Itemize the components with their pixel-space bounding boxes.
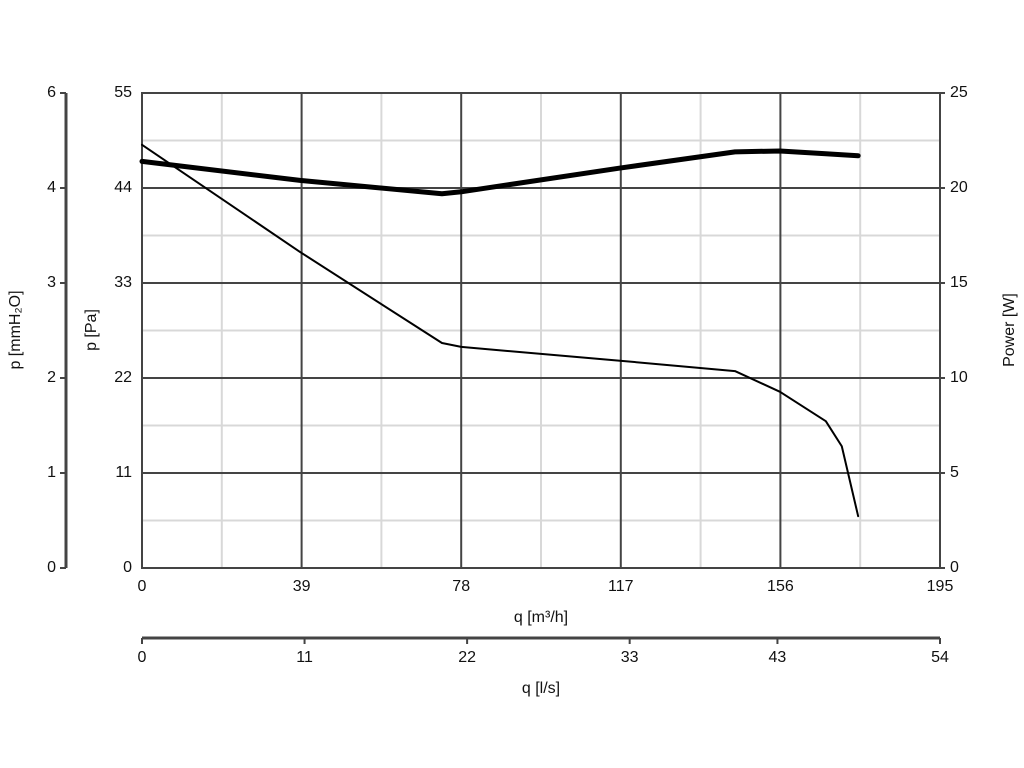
x-tick-label: 78 bbox=[452, 578, 470, 595]
x2-tick-label: 22 bbox=[458, 649, 476, 666]
x2-axis-label: q [l/s] bbox=[522, 680, 560, 697]
y2-tick-label: 25 bbox=[950, 84, 968, 101]
x-tick-label: 0 bbox=[138, 578, 147, 595]
y-tick-label: 55 bbox=[114, 84, 132, 101]
x2-tick-label: 11 bbox=[296, 649, 313, 666]
y3-axis-label: p [mmH₂O] bbox=[7, 290, 24, 369]
y2-tick-label: 5 bbox=[950, 464, 959, 481]
y2-tick-label: 15 bbox=[950, 274, 968, 291]
x-axis-label: q [m³/h] bbox=[514, 609, 568, 626]
x-tick-label: 156 bbox=[767, 578, 794, 595]
y2-tick-label: 10 bbox=[950, 369, 968, 386]
y3-tick-label: 1 bbox=[47, 464, 56, 481]
y-tick-label: 0 bbox=[123, 559, 132, 576]
y3-tick-label: 2 bbox=[47, 369, 56, 386]
series-line bbox=[139, 148, 861, 197]
plot-frame bbox=[141, 92, 941, 569]
x2-tick-label: 0 bbox=[138, 649, 147, 666]
x-tick-label: 195 bbox=[927, 578, 954, 595]
y3-tick-label: 6 bbox=[47, 84, 56, 101]
x-tick-label: 117 bbox=[608, 578, 634, 595]
x-tick-label: 39 bbox=[293, 578, 311, 595]
y2-tick-label: 0 bbox=[950, 559, 959, 576]
y2-axis-label: Power [W] bbox=[1001, 293, 1018, 367]
y3-tick-label: 0 bbox=[47, 559, 56, 576]
y-tick-label: 33 bbox=[114, 274, 132, 291]
y2-tick-label: 20 bbox=[950, 179, 968, 196]
y-tick-label: 22 bbox=[114, 369, 132, 386]
y-tick-label: 11 bbox=[115, 464, 132, 481]
y3-tick-label: 3 bbox=[47, 274, 56, 291]
x2-tick-label: 43 bbox=[769, 649, 787, 666]
x2-tick-label: 54 bbox=[931, 649, 949, 666]
y3-tick-label: 4 bbox=[47, 179, 56, 196]
series-line bbox=[141, 143, 860, 518]
y-axis-label: p [Pa] bbox=[83, 309, 100, 351]
x2-tick-label: 33 bbox=[621, 649, 639, 666]
y-tick-label: 44 bbox=[114, 179, 132, 196]
